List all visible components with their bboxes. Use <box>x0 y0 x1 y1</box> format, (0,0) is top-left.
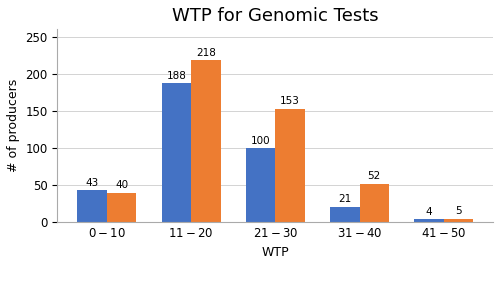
Y-axis label: # of producers: # of producers <box>7 79 20 172</box>
Bar <box>330 207 360 222</box>
Bar <box>246 148 276 222</box>
Bar <box>444 219 474 222</box>
Text: 43: 43 <box>86 178 98 188</box>
Title: WTP for Genomic Tests: WTP for Genomic Tests <box>172 7 378 25</box>
Text: 40: 40 <box>115 180 128 190</box>
Text: 218: 218 <box>196 48 216 58</box>
Text: 100: 100 <box>250 136 270 146</box>
Legend: Marketing Cattle, Retaining Heifers: Marketing Cattle, Retaining Heifers <box>148 282 403 285</box>
Bar <box>107 193 136 222</box>
Text: 52: 52 <box>368 172 381 182</box>
Text: 21: 21 <box>338 194 351 204</box>
Text: 5: 5 <box>455 206 462 216</box>
Bar <box>414 219 444 222</box>
Bar <box>191 60 220 222</box>
Text: 4: 4 <box>426 207 432 217</box>
Text: 153: 153 <box>280 97 300 107</box>
Bar <box>276 109 305 222</box>
Text: 188: 188 <box>166 70 186 80</box>
Bar <box>78 190 107 222</box>
Bar <box>360 184 389 222</box>
Bar <box>162 83 191 222</box>
X-axis label: WTP: WTP <box>262 246 289 259</box>
